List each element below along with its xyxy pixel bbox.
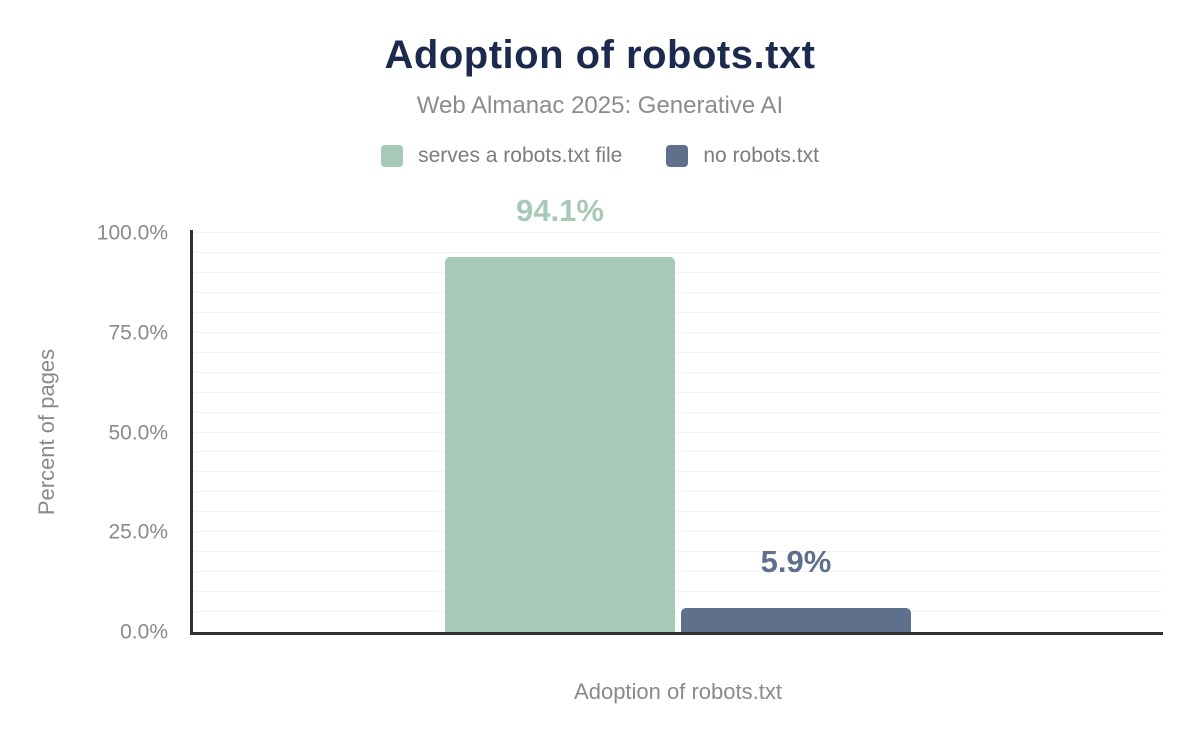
bar-label-serves-robots: 94.1% — [516, 192, 604, 228]
gridline — [193, 291, 1163, 293]
gridline — [193, 271, 1163, 273]
y-axis-ticks: 0.0% 25.0% 50.0% 75.0% 100.0% — [0, 223, 180, 643]
y-tick-label: 75.0% — [108, 321, 168, 345]
y-tick-label: 25.0% — [108, 520, 168, 544]
legend: serves a robots.txt file no robots.txt — [0, 144, 1200, 168]
legend-swatch-serves-robots — [381, 145, 404, 167]
gridline — [193, 251, 1163, 253]
gridline — [193, 571, 1163, 573]
gridline — [193, 311, 1163, 313]
gridline — [193, 611, 1163, 613]
plot-area: 94.1% 5.9% — [193, 195, 1163, 632]
bar-no-robots[interactable]: 5.9% — [681, 546, 911, 632]
y-tick-label: 50.0% — [108, 421, 168, 444]
gridline — [193, 511, 1163, 513]
y-tick-label: 100.0% — [96, 221, 168, 245]
legend-label-no-robots: no robots.txt — [703, 144, 819, 167]
gridline — [193, 351, 1163, 353]
gridline — [193, 591, 1163, 593]
legend-label-serves-robots: serves a robots.txt file — [418, 144, 623, 167]
chart-title: Adoption of robots.txt — [384, 33, 816, 77]
y-tick-label: 0.0% — [120, 620, 168, 644]
gridline — [193, 371, 1163, 373]
gridline — [193, 471, 1163, 473]
bar-label-no-robots: 5.9% — [760, 544, 832, 580]
gridline — [193, 451, 1163, 453]
chart-subtitle: Web Almanac 2025: Generative AI — [416, 92, 784, 119]
gridline — [193, 491, 1163, 493]
legend-item-serves-robots[interactable]: serves a robots.txt file — [381, 144, 622, 168]
legend-item-no-robots[interactable]: no robots.txt — [666, 144, 819, 168]
bar-group: 94.1% 5.9% — [193, 195, 1163, 632]
gridline — [193, 431, 1163, 433]
y-axis-line — [190, 230, 193, 635]
bar-serves-robots[interactable]: 94.1% — [445, 195, 675, 632]
gridline — [193, 531, 1163, 533]
gridline — [193, 411, 1163, 413]
x-axis-line — [190, 632, 1163, 635]
x-axis-title: Adoption of robots.txt — [574, 679, 782, 704]
gridline — [193, 232, 1163, 233]
gridline — [193, 551, 1163, 553]
legend-swatch-no-robots — [666, 145, 689, 167]
gridline — [193, 331, 1163, 333]
gridline — [193, 391, 1163, 393]
